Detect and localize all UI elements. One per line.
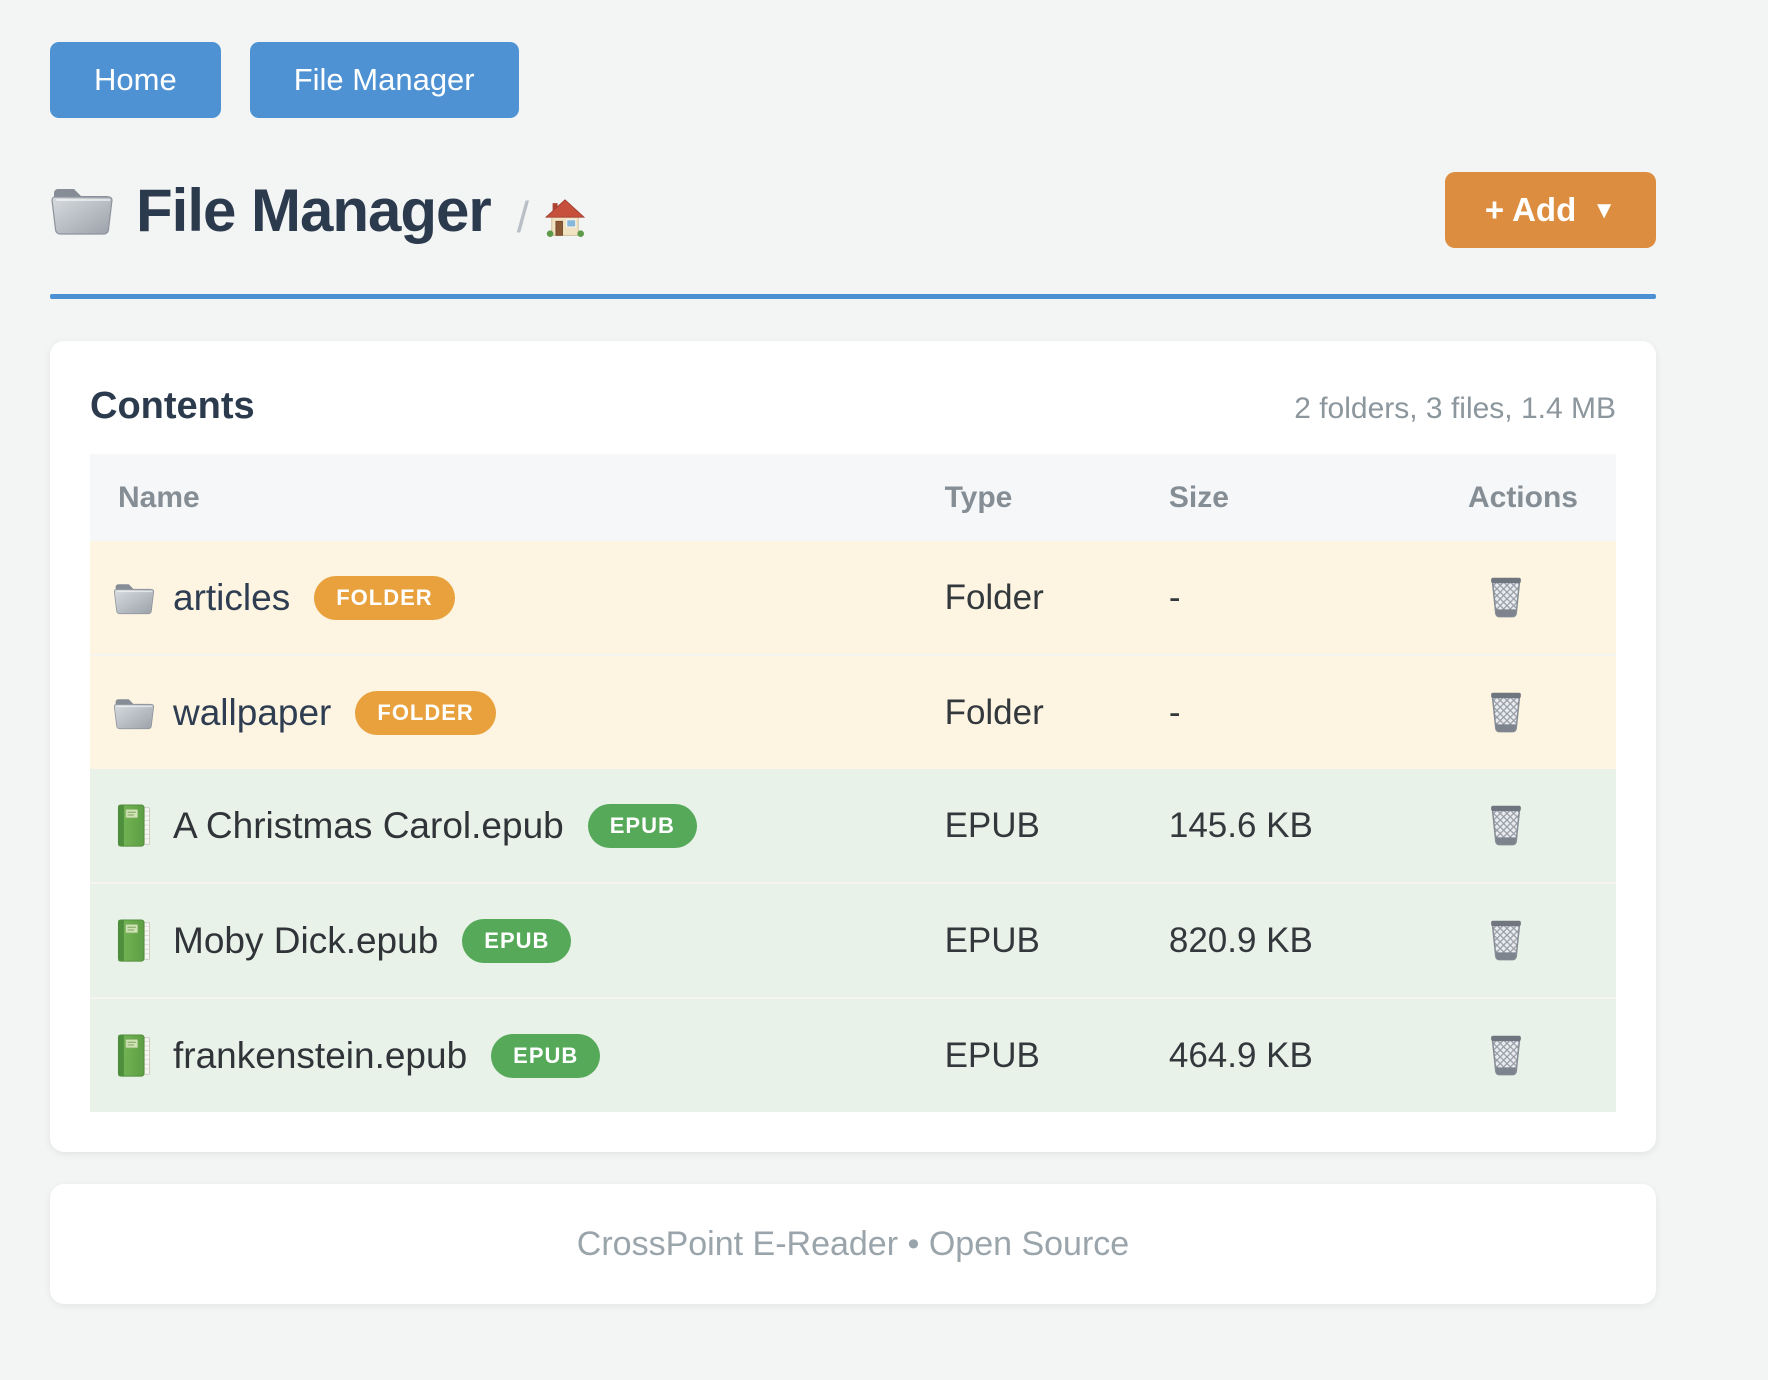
trash-icon <box>1486 800 1526 846</box>
table-row[interactable]: Moby Dick.epub EPUB EPUB 820.9 KB <box>90 882 1616 998</box>
folder-badge: FOLDER <box>314 575 455 620</box>
header-divider <box>50 294 1656 299</box>
column-header-actions: Actions <box>1467 454 1616 541</box>
delete-button[interactable] <box>1482 1026 1530 1080</box>
delete-button[interactable] <box>1482 568 1530 622</box>
book-icon <box>113 919 155 963</box>
file-name[interactable]: A Christmas Carol.epub <box>173 804 564 846</box>
contents-card: Contents 2 folders, 3 files, 1.4 MB Name… <box>50 341 1656 1152</box>
table-row[interactable]: wallpaper FOLDER Folder - <box>90 654 1616 769</box>
type-cell: Folder <box>944 577 1044 617</box>
trash-icon <box>1486 915 1526 961</box>
add-button[interactable]: + Add ▼ <box>1444 172 1656 248</box>
type-cell: EPUB <box>944 805 1040 845</box>
add-button-label: + Add <box>1484 191 1577 228</box>
file-table: Name Type Size Actions articles FOLDER <box>90 454 1616 1112</box>
page-title: File Manager <box>136 176 492 244</box>
delete-button[interactable] <box>1482 796 1530 850</box>
chevron-down-icon: ▼ <box>1592 197 1616 224</box>
contents-summary: 2 folders, 3 files, 1.4 MB <box>1294 392 1616 425</box>
table-row[interactable]: A Christmas Carol.epub EPUB EPUB 145.6 K… <box>90 769 1616 883</box>
contents-title: Contents <box>90 385 255 427</box>
house-icon[interactable] <box>545 199 585 237</box>
table-row[interactable]: articles FOLDER Folder - <box>90 541 1616 655</box>
table-row[interactable]: frankenstein.epub EPUB EPUB 464.9 KB <box>90 997 1616 1112</box>
folder-icon <box>50 183 114 237</box>
size-cell: - <box>1168 577 1181 617</box>
book-icon <box>113 1034 155 1078</box>
file-name[interactable]: articles <box>173 576 291 618</box>
file-name[interactable]: frankenstein.epub <box>173 1034 468 1076</box>
size-cell: 464.9 KB <box>1168 997 1468 1112</box>
type-cell: Folder <box>944 654 1169 769</box>
footer-text: CrossPoint E-Reader • Open Source <box>576 1224 1130 1263</box>
file-name[interactable]: Moby Dick.epub <box>173 919 439 961</box>
file-name[interactable]: wallpaper <box>173 691 332 733</box>
column-header-size: Size <box>1168 454 1468 541</box>
size-cell: - <box>1168 654 1468 769</box>
page-header: File Manager / + Add ▼ <box>50 172 1656 248</box>
top-nav: Home File Manager <box>50 0 1656 118</box>
delete-button[interactable] <box>1482 911 1530 965</box>
title-group: File Manager / <box>50 176 1445 245</box>
column-header-type: Type <box>944 454 1169 541</box>
breadcrumb-separator: / <box>516 193 530 242</box>
folder-icon <box>113 576 155 620</box>
folder-icon <box>113 691 155 735</box>
epub-badge: EPUB <box>491 1033 601 1078</box>
type-cell: EPUB <box>944 882 1169 998</box>
contents-header: Contents 2 folders, 3 files, 1.4 MB <box>90 385 1616 428</box>
delete-button[interactable] <box>1482 683 1530 737</box>
epub-badge: EPUB <box>587 803 697 848</box>
footer: CrossPoint E-Reader • Open Source <box>50 1184 1656 1304</box>
column-header-name: Name <box>90 454 945 541</box>
epub-badge: EPUB <box>462 918 572 963</box>
size-cell: 145.6 KB <box>1168 805 1313 845</box>
type-cell: EPUB <box>944 997 1169 1112</box>
file-manager-button[interactable]: File Manager <box>249 42 519 118</box>
home-button[interactable]: Home <box>50 42 221 118</box>
trash-icon <box>1486 572 1526 618</box>
table-header-row: Name Type Size Actions <box>90 454 1616 541</box>
page-container: Home File Manager File Manager / + Add ▼… <box>50 0 1656 1304</box>
folder-badge: FOLDER <box>355 690 496 735</box>
size-cell: 820.9 KB <box>1168 882 1468 998</box>
trash-icon <box>1486 687 1526 733</box>
book-icon <box>113 804 155 848</box>
trash-icon <box>1486 1030 1526 1076</box>
